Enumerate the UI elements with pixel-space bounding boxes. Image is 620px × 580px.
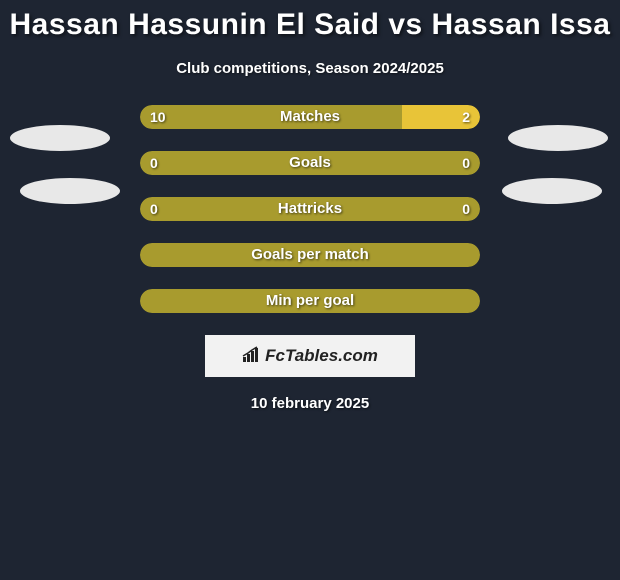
stat-row: Matches10 2 [0,105,620,129]
stat-value-right: 0 [462,197,470,221]
comparison-subtitle: Club competitions, Season 2024/2025 [0,60,620,77]
stat-bar: Goals per match [140,243,480,267]
comparison-title: Hassan Hassunin El Said vs Hassan Issa [0,0,620,42]
logo: FcTables.com [242,345,378,368]
stat-value-left: 0 [150,197,158,221]
stats-container: Matches102Goals00Hattricks00Goals per ma… [0,105,620,313]
stat-value-left: 0 [150,151,158,175]
stat-value-right: 2 [462,105,470,129]
date-text: 10 february 2025 [0,395,620,412]
stat-value-left: 10 [150,105,166,129]
chart-icon [242,345,262,368]
stat-row: Goals0 0 [0,151,620,175]
stat-row: Hattricks0 0 [0,197,620,221]
stat-row: Goals per match [0,243,620,267]
stat-label: Min per goal [140,289,480,313]
stat-row: Min per goal [0,289,620,313]
stat-bar: Matches10 2 [140,105,480,129]
stat-label: Matches [140,105,480,129]
stat-label: Goals per match [140,243,480,267]
stat-bar: Goals0 0 [140,151,480,175]
stat-label: Goals [140,151,480,175]
logo-box: FcTables.com [205,335,415,377]
logo-text: FcTables.com [265,346,378,366]
stat-label: Hattricks [140,197,480,221]
stat-bar: Hattricks0 0 [140,197,480,221]
stat-bar: Min per goal [140,289,480,313]
stat-value-right: 0 [462,151,470,175]
